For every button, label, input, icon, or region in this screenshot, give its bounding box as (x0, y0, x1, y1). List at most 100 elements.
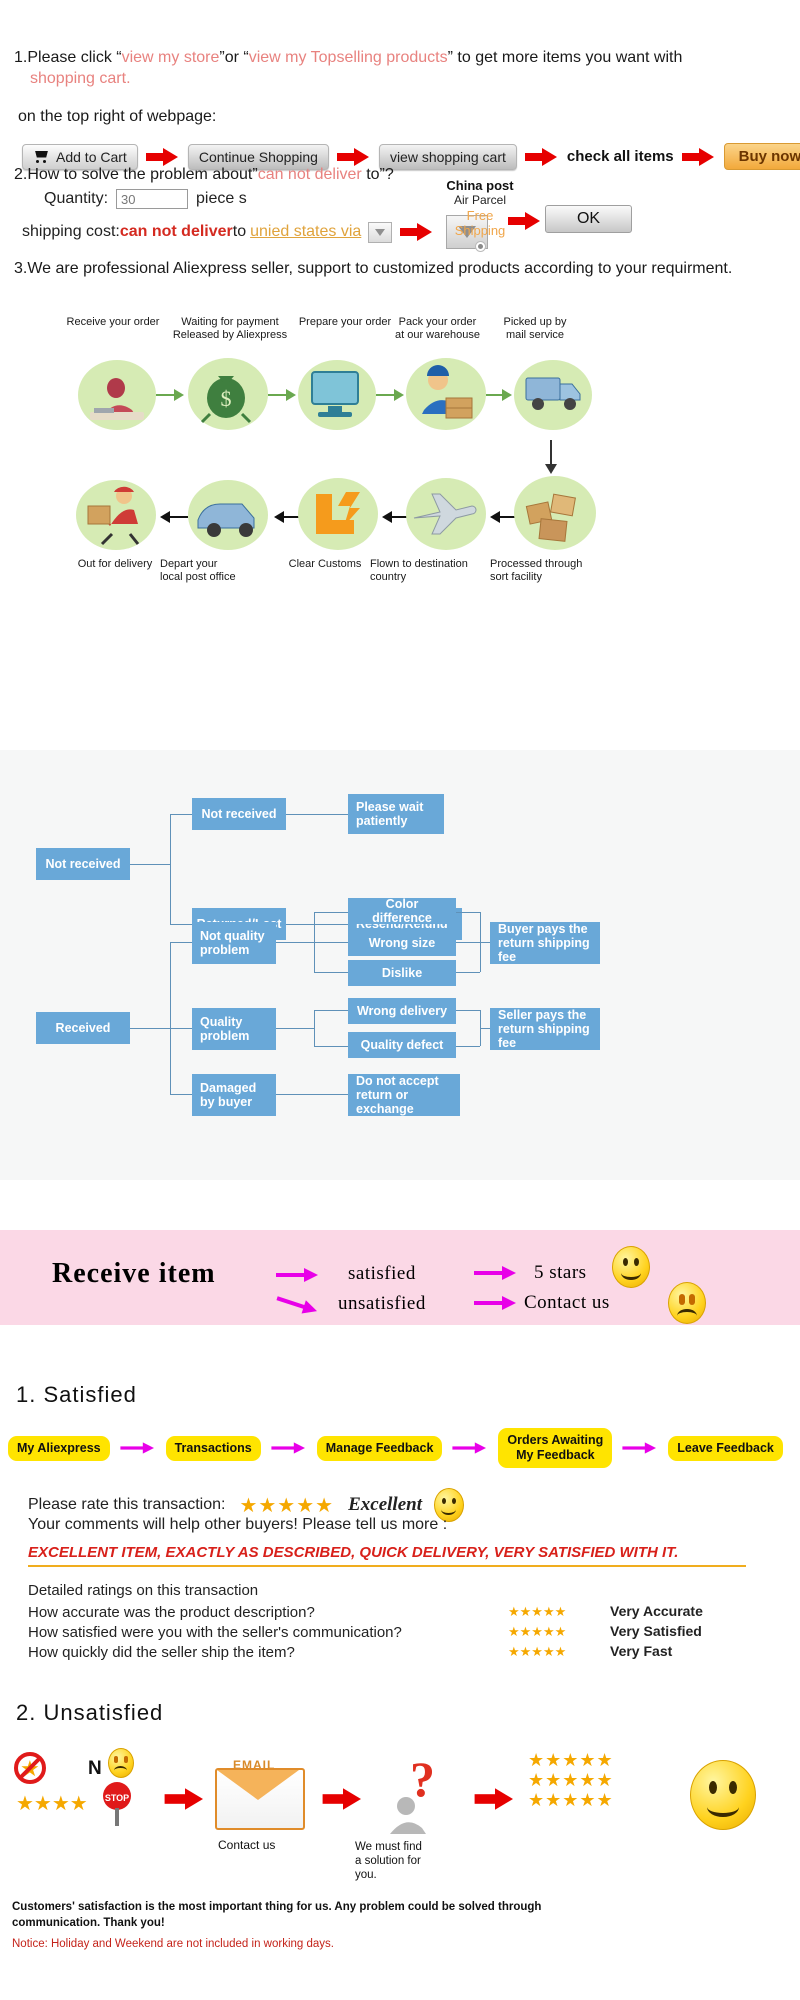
flow-line-8 (170, 942, 171, 1094)
star-grid-row-2: ★★★★★ (528, 1770, 614, 1790)
check-all-items-label[interactable]: check all items (566, 148, 674, 165)
monitor-icon (306, 366, 368, 429)
step-transactions[interactable]: Transactions (165, 1435, 261, 1461)
flow-line-19 (456, 972, 480, 973)
money-bag-icon: $ (196, 362, 260, 431)
star-grid-row-1: ★★★★★ (528, 1750, 614, 1770)
shipping-cost-label: shipping cost: (22, 223, 120, 240)
detail-verdict-1: Very Accurate (610, 1603, 703, 1619)
svg-text:$: $ (221, 386, 232, 411)
flow-line-22 (276, 1028, 314, 1029)
detail-verdict-2: Very Satisfied (610, 1623, 702, 1639)
stop-sign-icon: STOP (95, 1780, 139, 1833)
section1-line1: 1.Please click “view my store”or “view m… (14, 47, 794, 69)
receive-item-title: Receive item (52, 1258, 216, 1289)
process-label-prepare-order: Prepare your order (298, 316, 392, 328)
delivery-runner-icon (84, 482, 150, 551)
rating-smiley-icon (433, 1488, 464, 1522)
flow-box-damaged-by-buyer: Damaged by buyer (192, 1074, 276, 1116)
step-orders-awaiting[interactable]: Orders Awaiting My Feedback (498, 1428, 613, 1468)
country-dropdown-toggle[interactable] (368, 221, 393, 243)
section3-text: 3.We are professional Aliexpress seller,… (14, 260, 733, 277)
airplane-icon (410, 488, 480, 547)
ok-button[interactable]: OK (545, 205, 632, 233)
feedback-step-flow: My Aliexpress Transactions Manage Feedba… (8, 1428, 783, 1468)
banner-five-stars-label: 5 stars (534, 1262, 587, 1283)
view-shopping-cart-button[interactable]: view shopping cart (378, 143, 517, 170)
no-letter-label: N (88, 1758, 102, 1779)
footer-line-1: Customers' satisfaction is the most impo… (12, 1901, 542, 1913)
solution-thinking-icon: ? (380, 1751, 460, 1841)
quantity-input[interactable] (116, 189, 189, 209)
rating-eye-right (451, 1498, 456, 1504)
feedback-arrow-1 (120, 1442, 155, 1454)
add-to-cart-button[interactable]: Add to Cart (22, 143, 138, 170)
detail-verdict-3: Very Fast (610, 1643, 673, 1659)
flow-line-12 (276, 942, 314, 943)
chevron-down-icon-large (458, 226, 477, 238)
mail-truck-icon (520, 368, 586, 425)
destination-country-link[interactable]: unied states via (250, 223, 362, 240)
flow-line-14 (314, 912, 348, 913)
process-arrow-2 (268, 388, 298, 407)
step-my-aliexpress[interactable]: My Aliexpress (8, 1435, 110, 1461)
arrow-right-icon-5 (400, 223, 434, 241)
unsat-eye-right (124, 1756, 128, 1763)
step-manage-feedback[interactable]: Manage Feedback (316, 1435, 443, 1461)
receive-item-banner (0, 1230, 800, 1325)
unsat-arrow-1 (164, 1788, 206, 1810)
buy-now-button[interactable]: Buy now (723, 143, 800, 170)
view-topselling-link[interactable]: view my Topselling products (248, 49, 448, 66)
sad-mouth (677, 1309, 697, 1323)
shipping-cost-row: shipping cost: can not deliver to unied s… (22, 215, 489, 249)
smiley-sad-icon (668, 1282, 706, 1324)
flow-line-10 (170, 1028, 192, 1029)
smiley-mouth (621, 1266, 641, 1280)
flow-line-15 (314, 942, 348, 943)
feedback-arrow-3 (452, 1442, 488, 1454)
step-leave-feedback[interactable]: Leave Feedback (668, 1435, 783, 1461)
cannot-deliver-label: can not deliver (119, 223, 233, 240)
big-mouth (707, 1797, 739, 1817)
add-to-cart-label: Add to Cart (56, 148, 127, 165)
rating-stars[interactable]: ★★★★★ (239, 1494, 335, 1517)
flow-line-16 (314, 972, 348, 973)
free-shipping-radio[interactable] (474, 241, 486, 252)
flow-line-27 (456, 1046, 480, 1047)
line1-mid: ”or “ (219, 49, 249, 66)
flow-box-buyer-pays: Buyer pays the return shipping fee (490, 922, 600, 964)
process-blob-8 (298, 478, 378, 550)
section2-title-suffix: to”? (361, 166, 394, 183)
flow-line-6 (286, 924, 348, 925)
process-label-receive-order: Receive your order (66, 316, 160, 328)
line1-suffix: ” to get more items you want with (447, 49, 683, 66)
comments-prompt: Your comments will help other buyers! Pl… (28, 1516, 448, 1533)
process-label-waiting-payment: Waiting for payment Released by Aliexpre… (172, 316, 288, 341)
contact-us-caption: Contact us (218, 1838, 276, 1852)
shipping-method-dropdown[interactable] (446, 215, 489, 249)
email-envelope-icon: EMAIL (215, 1758, 305, 1830)
shopping-cart-text: shopping cart. (30, 70, 131, 87)
unsat-eye-left (114, 1756, 118, 1763)
free-shipping-label: Free Shipping (454, 208, 506, 238)
arrow-right-icon-6 (508, 212, 542, 230)
flow-line-29 (480, 1028, 490, 1029)
view-my-store-link[interactable]: view my store (121, 49, 220, 66)
carrier-block: China post Air Parcel (420, 178, 540, 207)
process-label-clear-customs: Clear Customs (288, 558, 362, 570)
continue-shopping-button[interactable]: Continue Shopping (187, 143, 329, 170)
satisfied-heading: 1. Satisfied (16, 1382, 137, 1407)
detailed-ratings-heading: Detailed ratings on this transaction (28, 1582, 259, 1599)
flow-box-no-return: Do not accept return or exchange (348, 1074, 460, 1116)
free-shipping-option[interactable]: Free Shipping (420, 208, 540, 252)
return-policy-flowchart: Not received Not received Returned/Lost … (0, 750, 800, 1180)
flow-line-17 (456, 912, 480, 913)
flow-line-7 (130, 1028, 170, 1029)
flow-line-5 (286, 814, 348, 815)
buyer-comment-text: EXCELLENT ITEM, EXACTLY AS DESCRIBED, QU… (28, 1544, 746, 1567)
flow-box-color-difference: Color difference (348, 897, 456, 925)
flow-box-not-received-root: Not received (36, 848, 130, 880)
arrow-right-icon-3 (524, 147, 559, 166)
big-eye-left (709, 1781, 717, 1794)
flow-line-25 (314, 1046, 348, 1047)
